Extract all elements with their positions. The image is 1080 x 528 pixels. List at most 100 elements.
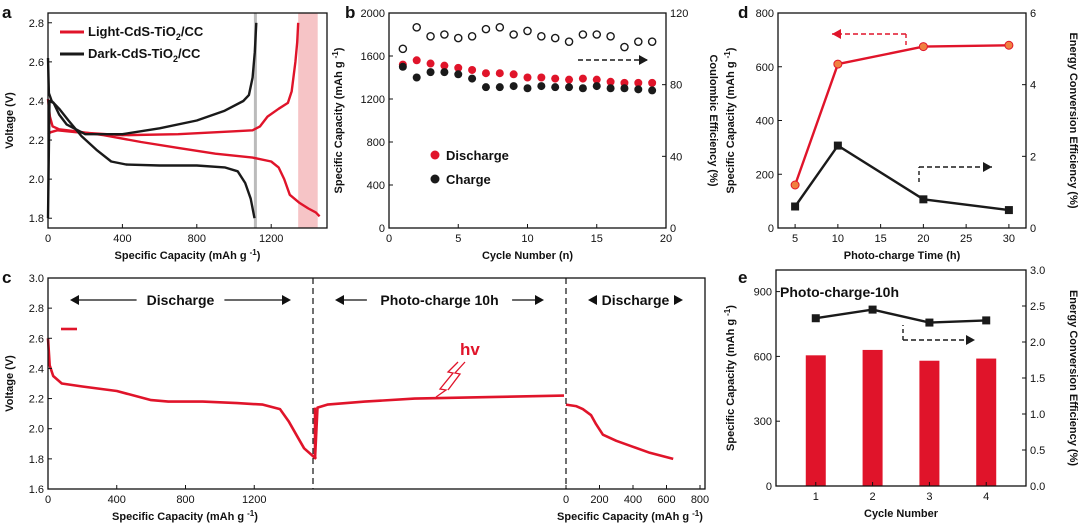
y-axis-label: Specific Capacity (mAh g -1) bbox=[723, 47, 737, 193]
y-axis-tick-label: 900 bbox=[754, 287, 772, 299]
x-axis-tick-label: 15 bbox=[591, 233, 603, 245]
x-axis-tick-label: 0 bbox=[386, 233, 392, 245]
y2-axis-label: Energy Conversion Efficiency (%) bbox=[1067, 32, 1079, 208]
y-axis-tick-label: 2.4 bbox=[29, 96, 44, 108]
y2-axis-tick-label: 0 bbox=[670, 223, 676, 235]
discharge-point bbox=[468, 65, 477, 74]
discharge-point bbox=[509, 70, 518, 79]
charge-point bbox=[398, 62, 407, 71]
ce-point bbox=[537, 31, 546, 41]
x-axis-tick-label: 25 bbox=[960, 233, 972, 245]
x-axis-tick-label: 5 bbox=[455, 233, 461, 245]
y-axis-label: Voltage (V) bbox=[4, 355, 16, 412]
discharge-point bbox=[578, 74, 587, 83]
region-arrowhead bbox=[335, 295, 344, 305]
x-axis-tick-label: 0 bbox=[45, 233, 51, 245]
efficiency-arrow-head bbox=[966, 335, 975, 345]
y2-axis-tick-label: 3.0 bbox=[1030, 265, 1045, 277]
y2-axis-tick-label: 80 bbox=[670, 80, 682, 92]
x-axis-tick-label: 800 bbox=[176, 494, 194, 506]
y2-axis-tick-label: 0 bbox=[1030, 223, 1036, 235]
y-axis-tick-label: 2.2 bbox=[29, 135, 44, 147]
panel-label: a bbox=[2, 3, 12, 22]
charge-point bbox=[606, 84, 615, 93]
charge-point bbox=[495, 83, 504, 92]
x-axis-tick-label: 20 bbox=[917, 233, 929, 245]
discharge-point bbox=[454, 63, 463, 72]
charge-point bbox=[620, 84, 629, 93]
capacity-bar bbox=[805, 355, 826, 486]
panel-label: b bbox=[345, 3, 355, 22]
y-axis-tick-label: 2.6 bbox=[29, 333, 44, 345]
capacity-point bbox=[790, 180, 800, 190]
charge-point bbox=[468, 74, 477, 83]
y-axis-tick-label: 2.8 bbox=[29, 303, 44, 315]
discharge-point bbox=[648, 78, 657, 87]
charge-point bbox=[412, 73, 421, 82]
y-axis-tick-label: 600 bbox=[754, 351, 772, 363]
legend-marker bbox=[430, 174, 440, 184]
y2-axis-label: Energy Conversion Efficiency (%) bbox=[1067, 290, 1079, 466]
y-axis-label: Specific Capacity (mAh g -1) bbox=[723, 305, 737, 451]
panel-c: 1.6 1.8 2.0 2.2 2.4 2.6 2.8 3.0 0 400 800 1200 0 200 4… bbox=[2, 268, 709, 523]
y-axis-tick-label: 400 bbox=[367, 180, 385, 192]
region-label: Discharge bbox=[147, 292, 215, 308]
capacity-point bbox=[1004, 40, 1014, 50]
discharge-point bbox=[606, 77, 615, 86]
y-axis-tick-label: 2.6 bbox=[29, 57, 44, 69]
efficiency-point bbox=[1004, 206, 1013, 215]
y-axis-tick-label: 2000 bbox=[361, 8, 385, 20]
capacity-point bbox=[918, 42, 928, 52]
legend-label: Charge bbox=[446, 172, 491, 187]
ce-point bbox=[509, 30, 518, 39]
ce-point bbox=[426, 31, 435, 41]
legend-label: Discharge bbox=[446, 148, 509, 163]
x-axis-tick-label: 15 bbox=[874, 233, 886, 245]
y-axis-tick-label: 800 bbox=[367, 137, 385, 149]
x2-axis-tick-label: 600 bbox=[657, 494, 675, 506]
y-axis-tick-label: 1.8 bbox=[29, 454, 44, 466]
y-axis-tick-label: 2.8 bbox=[29, 18, 44, 30]
y2-axis-tick-label: 4 bbox=[1030, 80, 1036, 92]
panel-label: e bbox=[738, 268, 747, 287]
x2-axis-tick-label: 800 bbox=[691, 494, 709, 506]
efficiency-point bbox=[868, 305, 877, 314]
plot-frame bbox=[47, 12, 328, 229]
y-axis-tick-label: 1.8 bbox=[29, 213, 44, 225]
series-line bbox=[565, 403, 674, 461]
discharge-point bbox=[426, 59, 435, 68]
x2-axis-tick-label: 0 bbox=[563, 494, 569, 506]
region-arrowhead bbox=[674, 295, 683, 305]
ce-point bbox=[467, 31, 477, 41]
x-axis-tick-label: 2 bbox=[870, 491, 876, 503]
x-axis-label: Specific Capacity (mAh g -1) bbox=[112, 509, 258, 523]
discharge-point bbox=[592, 75, 601, 84]
ce-point bbox=[481, 24, 491, 34]
capacity-bar bbox=[976, 358, 997, 486]
y-axis-tick-label: 1200 bbox=[361, 94, 385, 106]
panel-label: c bbox=[2, 268, 11, 287]
legend-marker bbox=[430, 150, 440, 160]
efficiency-point bbox=[791, 202, 800, 211]
series-line bbox=[794, 143, 1010, 212]
y-axis-tick-label: 0 bbox=[379, 223, 385, 235]
charge-point bbox=[440, 68, 449, 77]
y-axis-tick-label: 3.0 bbox=[29, 273, 44, 285]
y-axis-tick-label: 0 bbox=[766, 481, 772, 493]
y-axis-tick-label: 1.6 bbox=[29, 484, 44, 496]
ce-point bbox=[606, 31, 615, 41]
series-line bbox=[47, 22, 300, 137]
x-axis-label: Cycle Number bbox=[864, 508, 939, 520]
y2-axis-tick-label: 2.0 bbox=[1030, 337, 1045, 349]
efficiency-point bbox=[982, 316, 991, 325]
y-axis-tick-label: 1600 bbox=[361, 51, 385, 63]
efficiency-point bbox=[811, 314, 820, 323]
x-axis-tick-label: 1200 bbox=[242, 494, 266, 506]
y2-axis-tick-label: 0.5 bbox=[1030, 445, 1045, 457]
charge-point bbox=[537, 82, 546, 91]
discharge-point bbox=[634, 78, 643, 87]
x-axis-label: Cycle Number (n) bbox=[482, 250, 573, 262]
x-axis-tick-label: 1200 bbox=[259, 233, 283, 245]
panel-label: d bbox=[738, 3, 748, 22]
series-line bbox=[46, 22, 258, 219]
